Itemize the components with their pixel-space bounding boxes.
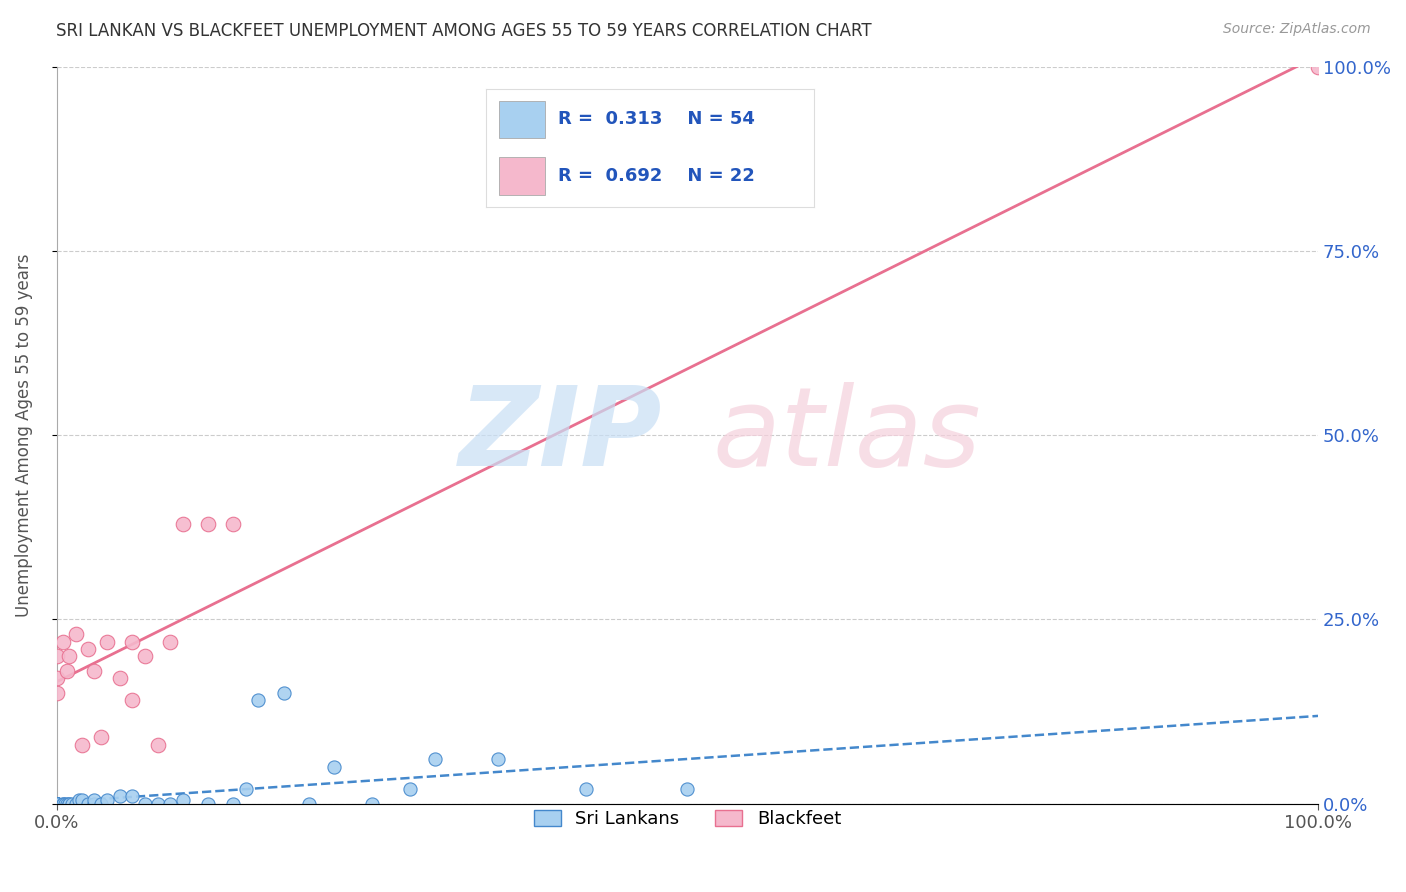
Point — [45, 797, 67, 811]
Point — [83, 797, 105, 811]
Point — [83, 664, 105, 678]
Point — [146, 738, 169, 752]
Point — [45, 797, 67, 811]
Point — [83, 793, 105, 807]
Text: Source: ZipAtlas.com: Source: ZipAtlas.com — [1223, 22, 1371, 37]
Point — [45, 797, 67, 811]
Point — [52, 634, 75, 648]
Point — [45, 797, 67, 811]
Point — [486, 752, 509, 766]
Point — [55, 797, 77, 811]
Point — [45, 797, 67, 811]
Point — [70, 738, 93, 752]
Point — [45, 797, 67, 811]
Point — [159, 797, 181, 811]
Point — [65, 797, 87, 811]
Point — [45, 797, 67, 811]
Point — [70, 793, 93, 807]
Point — [197, 797, 219, 811]
Point — [146, 797, 169, 811]
Point — [45, 797, 67, 811]
Point — [45, 649, 67, 664]
Point — [60, 797, 83, 811]
Text: ZIP: ZIP — [458, 382, 662, 489]
Point — [134, 649, 156, 664]
Legend: Sri Lankans, Blackfeet: Sri Lankans, Blackfeet — [526, 803, 848, 835]
Point — [90, 731, 112, 745]
Point — [45, 797, 67, 811]
Point — [676, 781, 699, 796]
Point — [121, 693, 143, 707]
Text: SRI LANKAN VS BLACKFEET UNEMPLOYMENT AMONG AGES 55 TO 59 YEARS CORRELATION CHART: SRI LANKAN VS BLACKFEET UNEMPLOYMENT AMO… — [56, 22, 872, 40]
Point — [172, 516, 194, 531]
Point — [90, 797, 112, 811]
Point — [55, 664, 77, 678]
Point — [247, 693, 270, 707]
Point — [77, 641, 100, 656]
Point — [52, 797, 75, 811]
Point — [45, 797, 67, 811]
Point — [298, 797, 321, 811]
Y-axis label: Unemployment Among Ages 55 to 59 years: Unemployment Among Ages 55 to 59 years — [15, 253, 32, 617]
Point — [108, 671, 131, 685]
Point — [1308, 60, 1330, 74]
Point — [45, 797, 67, 811]
Point — [45, 797, 67, 811]
Point — [96, 634, 118, 648]
Point — [222, 797, 245, 811]
Point — [121, 789, 143, 804]
Point — [323, 760, 346, 774]
Point — [96, 793, 118, 807]
Point — [108, 789, 131, 804]
Point — [575, 781, 598, 796]
Point — [134, 797, 156, 811]
Point — [45, 686, 67, 700]
Point — [52, 797, 75, 811]
Point — [45, 797, 67, 811]
Point — [273, 686, 295, 700]
Point — [45, 797, 67, 811]
Point — [58, 797, 80, 811]
Point — [45, 797, 67, 811]
Point — [67, 793, 90, 807]
Point — [45, 797, 67, 811]
Point — [45, 671, 67, 685]
Point — [45, 797, 67, 811]
Point — [45, 797, 67, 811]
Point — [121, 634, 143, 648]
Point — [58, 797, 80, 811]
Point — [222, 516, 245, 531]
Point — [197, 516, 219, 531]
Point — [159, 634, 181, 648]
Point — [361, 797, 384, 811]
Point — [55, 797, 77, 811]
Point — [423, 752, 446, 766]
Point — [58, 649, 80, 664]
Text: atlas: atlas — [713, 382, 981, 489]
Point — [172, 793, 194, 807]
Point — [45, 797, 67, 811]
Point — [45, 797, 67, 811]
Point — [235, 781, 257, 796]
Point — [65, 627, 87, 641]
Point — [77, 797, 100, 811]
Point — [398, 781, 420, 796]
